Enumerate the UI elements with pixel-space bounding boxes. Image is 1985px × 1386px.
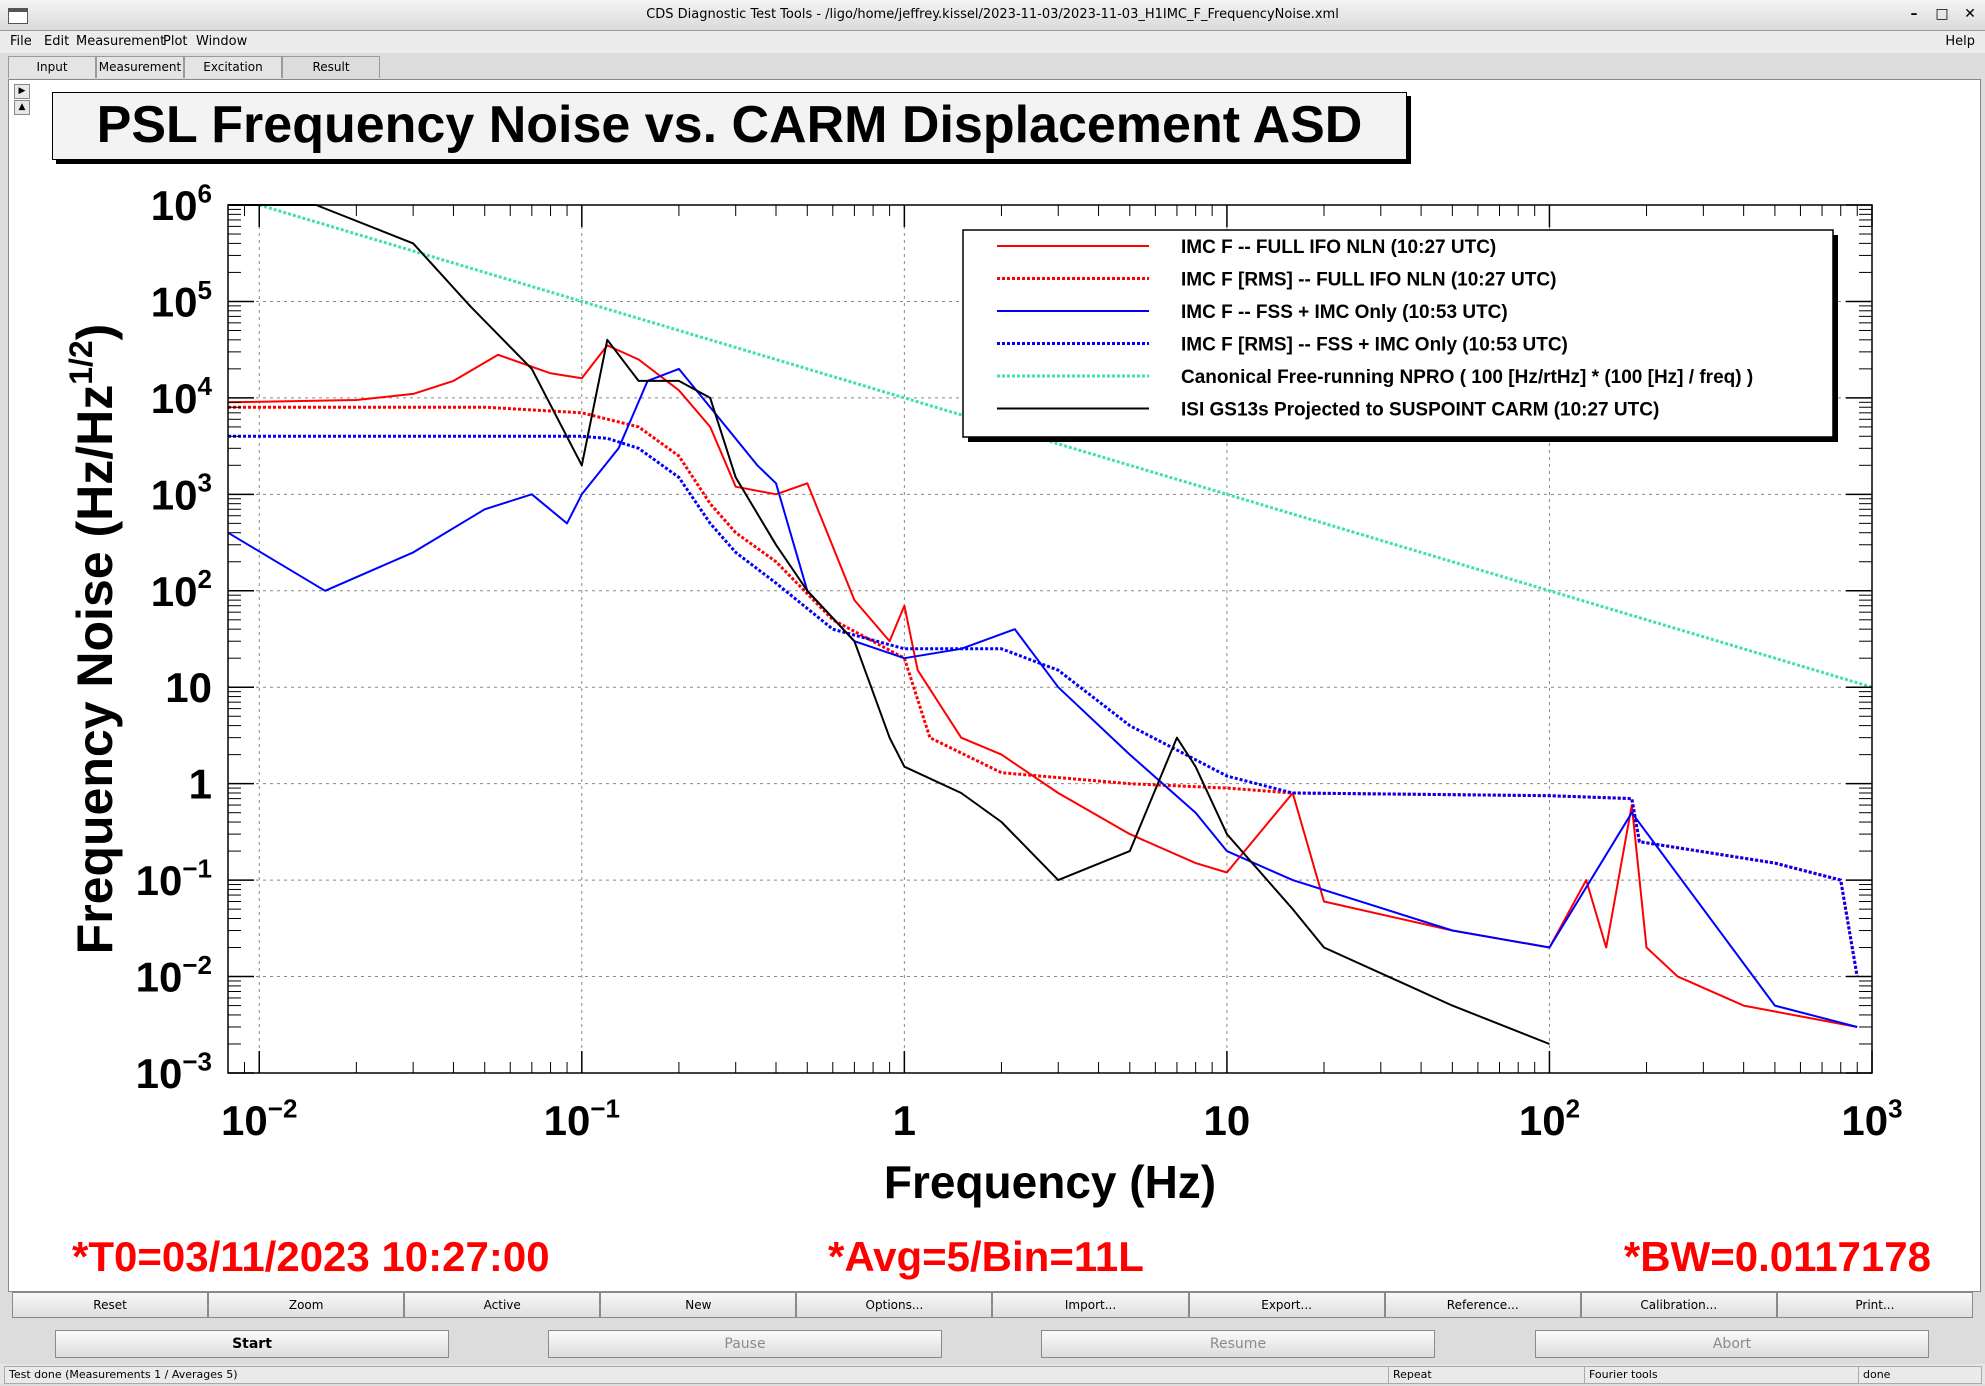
status-message: Test done (Measurements 1 / Averages 5) — [4, 1366, 1390, 1384]
resume-button[interactable]: Resume — [1041, 1330, 1435, 1358]
menu-file[interactable]: File — [10, 34, 32, 49]
y-tick-label: 106 — [151, 178, 212, 229]
series-line-0 — [227, 344, 1858, 1028]
scroll-up-icon[interactable]: ▲ — [14, 100, 30, 115]
x-tick-label: 10 — [1204, 1097, 1251, 1144]
status-bar: Test done (Measurements 1 / Averages 5) … — [0, 1364, 1985, 1384]
legend-box — [962, 229, 1834, 438]
abort-button[interactable]: Abort — [1535, 1330, 1929, 1358]
start-button[interactable]: Start — [55, 1330, 449, 1358]
series-line-4 — [258, 203, 1873, 689]
legend-entry: IMC F [RMS] -- FULL IFO NLN (10:27 UTC) — [1181, 270, 1556, 291]
y-axis-label: Frequency Noise (Hz/Hz1/2) — [63, 324, 123, 955]
reference-button[interactable]: Reference... — [1384, 1292, 1581, 1318]
x-tick-label: 10−1 — [544, 1093, 620, 1144]
x-tick-label: 103 — [1841, 1093, 1902, 1144]
series-line-2 — [227, 367, 1858, 1028]
scroll-right-icon[interactable]: ▶ — [14, 84, 30, 99]
menu-plot[interactable]: Plot — [163, 34, 188, 49]
app-icon — [8, 8, 28, 24]
active-button[interactable]: Active — [404, 1292, 601, 1318]
test-control-row: Start Pause Resume Abort — [0, 1330, 1985, 1360]
legend-entry: IMC F [RMS] -- FSS + IMC Only (10:53 UTC… — [1181, 335, 1568, 356]
x-tick-label: 102 — [1519, 1093, 1580, 1144]
info-t0: *T0=03/11/2023 10:27:00 — [72, 1233, 550, 1280]
import-button[interactable]: Import... — [992, 1292, 1189, 1318]
zoom-button[interactable]: Zoom — [208, 1292, 405, 1318]
close-icon[interactable]: ✕ — [1964, 6, 1976, 22]
plot-title-box: PSL Frequency Noise vs. CARM Displacemen… — [52, 92, 1407, 160]
tab-input[interactable]: Input — [8, 56, 96, 78]
status-fourier-tools: Fourier tools — [1584, 1366, 1860, 1384]
menu-edit[interactable]: Edit — [44, 34, 70, 49]
y-tick-label: 105 — [151, 275, 212, 326]
export-button[interactable]: Export... — [1188, 1292, 1385, 1318]
series-line-5 — [228, 204, 1550, 1045]
x-axis-label: Frequency (Hz) — [884, 1156, 1216, 1208]
plot-button-row: Reset Zoom Active New Options... Import.… — [12, 1292, 1973, 1318]
y-tick-label: 104 — [151, 371, 213, 422]
plot-title: PSL Frequency Noise vs. CARM Displacemen… — [96, 96, 1363, 154]
maximize-icon[interactable]: □ — [1935, 6, 1949, 22]
tab-bar: Input Measurement Excitation Result — [8, 56, 380, 78]
tab-result[interactable]: Result — [282, 56, 380, 78]
menu-measurement[interactable]: Measurement — [76, 34, 166, 49]
legend: IMC F -- FULL IFO NLN (10:27 UTC) IMC F [… — [962, 229, 1838, 442]
legend-entry: ISI GS13s Projected to SUSPOINT CARM (10… — [1181, 400, 1659, 421]
y-tick-label: 10 — [165, 664, 212, 711]
menu-window[interactable]: Window — [196, 34, 248, 49]
legend-entry: Canonical Free-running NPRO ( 100 [Hz/rt… — [1181, 367, 1753, 388]
menu-help[interactable]: Help — [1945, 34, 1975, 49]
tab-excitation[interactable]: Excitation — [184, 56, 282, 78]
y-tick-label: 102 — [151, 564, 212, 615]
series-line-3 — [228, 434, 1859, 977]
series-line-1 — [228, 405, 1859, 977]
y-tick-label: 10−3 — [136, 1046, 212, 1097]
options-button[interactable]: Options... — [796, 1292, 993, 1318]
y-tick-label: 10−1 — [136, 853, 212, 904]
legend-entry: IMC F -- FULL IFO NLN (10:27 UTC) — [1181, 237, 1496, 258]
status-done: done — [1858, 1366, 1982, 1384]
reset-button[interactable]: Reset — [12, 1292, 209, 1318]
window-title: CDS Diagnostic Test Tools - /ligo/home/j… — [646, 7, 1339, 22]
y-tick-label: 10−2 — [136, 950, 212, 1001]
y-tick-label: 103 — [151, 468, 212, 519]
x-tick-label: 1 — [893, 1097, 916, 1144]
minimize-icon[interactable]: – — [1910, 6, 1918, 22]
x-tick-label: 10−2 — [221, 1093, 297, 1144]
info-avg: *Avg=5/Bin=11L — [828, 1233, 1144, 1280]
y-tick-label: 1 — [189, 761, 212, 808]
menubar: File Edit Measurement Plot Window Help — [0, 31, 1985, 53]
status-repeat: Repeat — [1388, 1366, 1586, 1384]
print-button[interactable]: Print... — [1776, 1292, 1973, 1318]
window-titlebar: CDS Diagnostic Test Tools - /ligo/home/j… — [0, 0, 1985, 31]
new-button[interactable]: New — [600, 1292, 797, 1318]
tab-measurement[interactable]: Measurement — [96, 56, 184, 78]
info-bw: *BW=0.0117178 — [1623, 1233, 1931, 1280]
legend-entry: IMC F -- FSS + IMC Only (10:53 UTC) — [1181, 302, 1508, 323]
pause-button[interactable]: Pause — [548, 1330, 942, 1358]
calibration-button[interactable]: Calibration... — [1580, 1292, 1777, 1318]
